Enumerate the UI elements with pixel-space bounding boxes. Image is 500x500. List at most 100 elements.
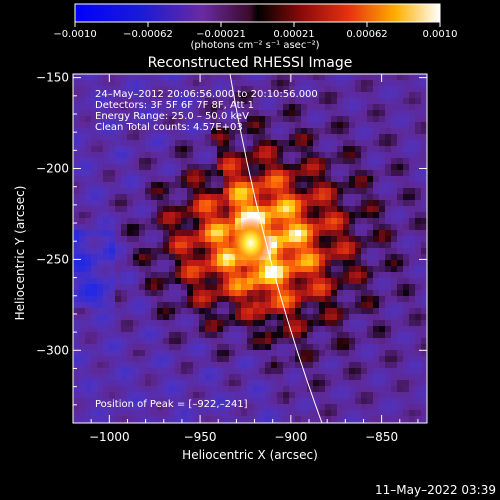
heatmap-cell xyxy=(295,92,301,98)
heatmap-cell xyxy=(247,206,253,212)
heatmap-cell xyxy=(79,386,85,392)
heatmap-cell xyxy=(343,362,349,368)
heatmap-cell xyxy=(163,116,169,122)
heatmap-cell xyxy=(127,290,133,296)
heatmap-cell xyxy=(109,74,115,80)
heatmap-cell xyxy=(145,350,151,356)
heatmap-cell xyxy=(217,386,223,392)
heatmap-cell xyxy=(85,320,91,326)
heatmap-cell xyxy=(235,350,241,356)
x-tick-label: −950 xyxy=(184,430,217,444)
heatmap-cell xyxy=(421,332,427,338)
heatmap-cell xyxy=(373,254,379,260)
heatmap-cell xyxy=(193,242,199,248)
heatmap-cell xyxy=(379,236,385,242)
heatmap-cell xyxy=(391,326,397,332)
heatmap-cell xyxy=(163,314,169,320)
heatmap-cell xyxy=(319,410,325,416)
heatmap-cell xyxy=(217,170,223,176)
heatmap-cell xyxy=(289,308,295,314)
heatmap-cell xyxy=(199,416,205,422)
heatmap-cell xyxy=(421,368,427,374)
heatmap-cell xyxy=(163,362,169,368)
heatmap-cell xyxy=(385,398,391,404)
heatmap-cell xyxy=(223,152,229,158)
heatmap-cell xyxy=(337,392,343,398)
heatmap-cell xyxy=(397,302,403,308)
heatmap-cell xyxy=(229,374,235,380)
heatmap-cell xyxy=(283,284,289,290)
heatmap-cell xyxy=(307,224,313,230)
heatmap-cell xyxy=(391,110,397,116)
heatmap-cell xyxy=(349,116,355,122)
heatmap-cell xyxy=(271,338,277,344)
heatmap-cell xyxy=(199,410,205,416)
heatmap-cell xyxy=(367,194,373,200)
heatmap-cell xyxy=(361,314,367,320)
heatmap-cell xyxy=(361,254,367,260)
heatmap-cell xyxy=(241,350,247,356)
heatmap-cell xyxy=(205,182,211,188)
heatmap-cell xyxy=(397,308,403,314)
heatmap-cell xyxy=(421,326,427,332)
heatmap-cell xyxy=(259,266,265,272)
heatmap-cell xyxy=(115,392,121,398)
heatmap-cell xyxy=(253,80,259,86)
heatmap-cell xyxy=(229,362,235,368)
heatmap-cell xyxy=(355,110,361,116)
heatmap-cell xyxy=(133,224,139,230)
heatmap-cell xyxy=(319,194,325,200)
heatmap-cell xyxy=(409,98,415,104)
heatmap-cell xyxy=(229,290,235,296)
heatmap-cell xyxy=(265,140,271,146)
heatmap-cell xyxy=(331,404,337,410)
heatmap-cell xyxy=(325,326,331,332)
heatmap-cell xyxy=(343,86,349,92)
heatmap-cell xyxy=(193,200,199,206)
heatmap-cell xyxy=(121,248,127,254)
heatmap-cell xyxy=(283,116,289,122)
heatmap-cell xyxy=(127,218,133,224)
heatmap-cell xyxy=(391,218,397,224)
heatmap-cell xyxy=(271,404,277,410)
heatmap-cell xyxy=(313,380,319,386)
heatmap-cell xyxy=(397,326,403,332)
heatmap-cell xyxy=(97,146,103,152)
heatmap-cell xyxy=(307,392,313,398)
heatmap-cell xyxy=(337,290,343,296)
heatmap-cell xyxy=(313,200,319,206)
heatmap-cell xyxy=(325,344,331,350)
heatmap-cell xyxy=(151,284,157,290)
heatmap-cell xyxy=(337,182,343,188)
heatmap-cell xyxy=(145,200,151,206)
heatmap-cell xyxy=(169,374,175,380)
heatmap-cell xyxy=(223,158,229,164)
heatmap-cell xyxy=(109,290,115,296)
heatmap-cell xyxy=(211,350,217,356)
heatmap-cell xyxy=(385,158,391,164)
heatmap-cell xyxy=(373,92,379,98)
heatmap-cell xyxy=(259,278,265,284)
heatmap-cell xyxy=(421,104,427,110)
heatmap-cell xyxy=(421,404,427,410)
heatmap-cell xyxy=(229,392,235,398)
heatmap-cell xyxy=(223,182,229,188)
heatmap-cell xyxy=(373,296,379,302)
heatmap-cell xyxy=(325,284,331,290)
heatmap-cell xyxy=(85,170,91,176)
heatmap-cell xyxy=(397,392,403,398)
heatmap-cell xyxy=(325,86,331,92)
heatmap-cell xyxy=(205,344,211,350)
heatmap-cell xyxy=(397,230,403,236)
heatmap-cell xyxy=(247,392,253,398)
heatmap-cell xyxy=(193,188,199,194)
heatmap-cell xyxy=(151,74,157,80)
heatmap-cell xyxy=(133,392,139,398)
heatmap-cell xyxy=(373,128,379,134)
heatmap-cell xyxy=(97,284,103,290)
heatmap-cell xyxy=(247,80,253,86)
heatmap-cell xyxy=(211,80,217,86)
heatmap-cell xyxy=(403,224,409,230)
heatmap-cell xyxy=(349,308,355,314)
heatmap-cell xyxy=(109,404,115,410)
